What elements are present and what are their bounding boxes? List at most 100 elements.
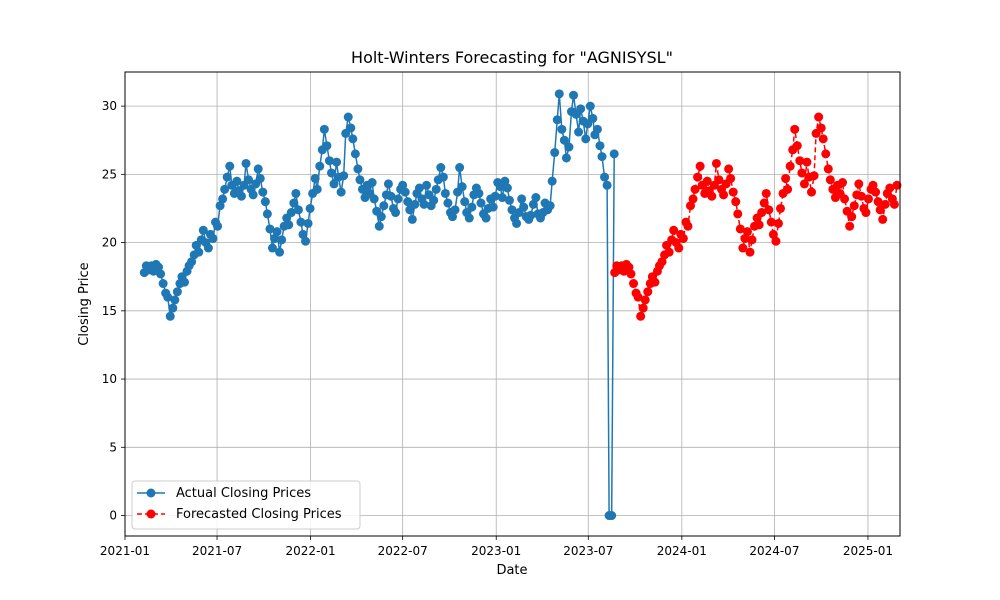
x-tick-label: 2022-07 [378,544,428,558]
actual-data-point [512,218,522,228]
actual-data-point [504,195,514,205]
actual-data-point [213,221,223,231]
forecast-data-point [664,247,674,257]
forecast-data-point [719,190,729,200]
forecast-data-point [714,175,724,185]
actual-data-point [270,233,280,243]
forecast-data-point [759,198,769,208]
actual-data-point [436,163,446,173]
forecast-data-point [731,197,741,207]
actual-data-point [576,104,586,114]
actual-data-point [547,176,557,186]
forecast-data-point [792,141,802,151]
actual-data-point [339,171,349,181]
actual-data-point [519,202,529,212]
actual-data-point [383,179,393,189]
forecast-data-point [657,257,667,267]
actual-data-point [312,184,322,194]
actual-data-point [602,180,612,190]
forecast-data-point [802,157,812,167]
actual-data-point [554,89,564,99]
forecast-data-point [764,205,774,215]
actual-data-point [303,218,313,228]
actual-data-point [507,205,517,215]
actual-data-point [607,511,617,521]
actual-data-point [386,191,396,201]
x-tick-label: 2022-01 [286,544,336,558]
forecast-data-point [726,173,736,183]
actual-data-point [165,311,175,321]
x-tick-label: 2024-01 [657,544,707,558]
actual-data-point [222,172,232,182]
forecast-data-point [849,201,859,211]
plot-series [139,89,902,521]
actual-data-point [550,148,560,158]
forecast-data-point [783,184,793,194]
forecast-data-point [636,311,646,321]
forecast-data-point [638,303,648,313]
x-tick-label: 2024-07 [749,544,799,558]
forecast-data-point [795,156,805,166]
actual-data-point [376,212,386,222]
actual-data-point [322,141,332,151]
forecast-data-point [640,295,650,305]
x-tick-label: 2023-07 [563,544,613,558]
actual-data-point [260,197,270,207]
actual-data-point [502,183,512,193]
forecast-data-point [797,168,807,178]
actual-data-point [398,180,408,190]
actual-data-point [531,193,541,203]
actual-data-point [293,205,303,215]
actual-data-point [310,173,320,183]
actual-data-point [476,198,486,208]
y-tick-label: 15 [102,304,117,318]
actual-data-point [329,179,339,189]
forecast-data-point [693,172,703,182]
grid [124,72,900,536]
forecast-data-point [745,247,755,257]
actual-data-point [490,191,500,201]
axis-ticks: 2021-01 2021-07 2022-01 2022-07 2023-01 2023-… [100,99,893,558]
actual-data-point [588,113,598,123]
forecast-data-point [683,221,693,231]
forecast-data-point [674,243,684,253]
forecast-data-point [629,279,639,289]
actual-data-point [187,257,197,267]
actual-data-point [215,201,225,211]
actual-data-point [545,201,555,211]
forecast-data-point [892,180,902,190]
actual-data-point [379,201,389,211]
y-tick-label: 25 [102,167,117,181]
actual-data-point [419,199,429,209]
actual-data-point [431,184,441,194]
actual-data-point [400,187,410,197]
actual-data-point [474,188,484,198]
forecast-data-point [766,217,776,227]
actual-data-point [443,198,453,208]
forecast-data-point [707,191,717,201]
forecast-data-point [821,149,831,159]
actual-data-point [460,197,470,207]
x-tick-label: 2023-01 [471,544,521,558]
actual-data-point [440,188,450,198]
actual-data-point [265,224,275,234]
plot-frame [124,71,901,537]
forecast-data-point [761,188,771,198]
actual-data-point [592,124,602,134]
actual-data-point [267,243,277,253]
forecast-data-point [747,235,757,245]
forecast-data-point [818,134,828,144]
forecast-data-point [669,225,679,235]
actual-data-point [180,277,189,287]
actual-data-point [350,149,360,159]
actual-data-point [374,221,384,231]
actual-data-point [319,124,329,134]
forecast-data-point [781,173,791,183]
y-tick-label: 5 [109,440,117,454]
actual-data-point [315,161,325,171]
forecast-data-point [728,187,738,197]
forecast-data-point [695,161,705,171]
legend: Actual Closing Prices Forecasted Closing… [131,480,361,530]
forecast-data-point [757,208,767,218]
forecast-data-point [847,212,857,222]
